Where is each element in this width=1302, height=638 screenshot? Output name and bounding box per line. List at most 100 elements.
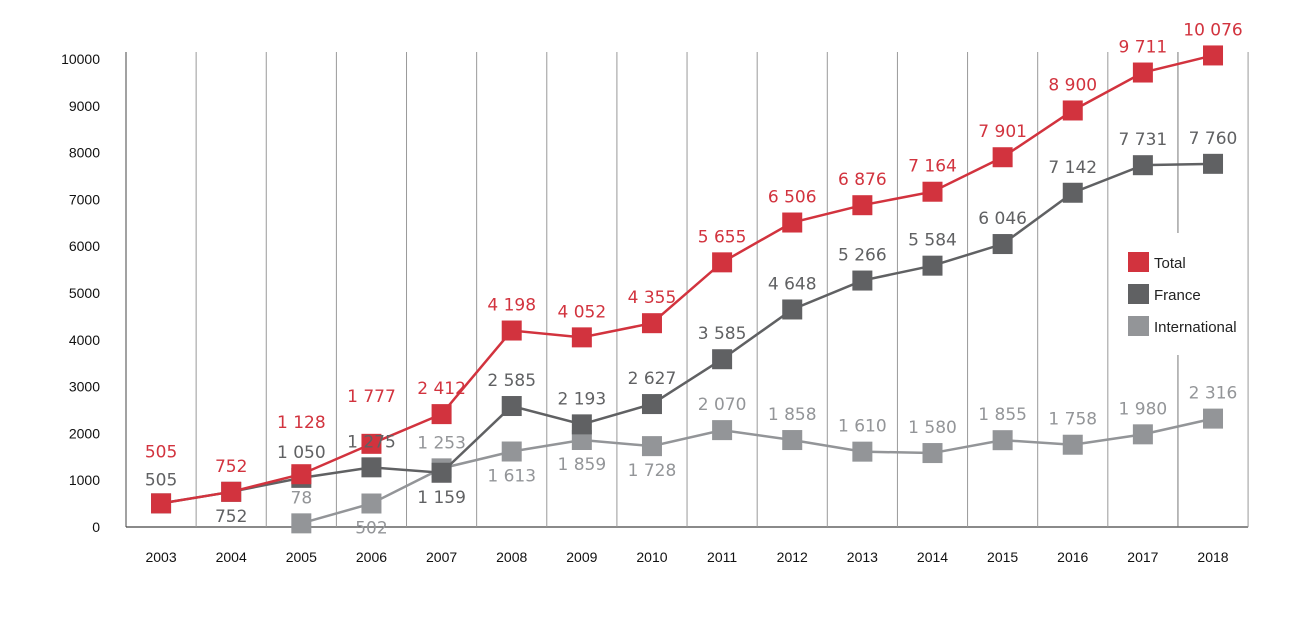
data-point-total	[431, 404, 452, 425]
y-tick-label: 1000	[69, 472, 100, 488]
data-point-international	[992, 430, 1013, 451]
data-label-france: 2 585	[487, 371, 536, 391]
y-tick-label: 2000	[69, 425, 100, 441]
data-point-france	[431, 462, 452, 483]
x-tick-label: 2011	[707, 549, 737, 565]
legend-label-france: France	[1154, 287, 1201, 304]
data-point-total	[291, 464, 312, 485]
data-point-france	[782, 299, 803, 320]
x-tick-label: 2005	[286, 549, 317, 565]
y-tick-label: 5000	[69, 285, 100, 301]
data-label-france: 7 760	[1189, 129, 1238, 149]
data-label-france: 3 585	[698, 324, 747, 344]
x-tick-label: 2009	[566, 549, 597, 565]
data-label-international: 1 980	[1119, 399, 1168, 419]
data-point-international	[922, 443, 943, 464]
data-point-total	[1062, 100, 1083, 121]
x-tick-label: 2004	[216, 549, 247, 565]
data-label-france: 6 046	[978, 209, 1027, 229]
data-label-international: 1 758	[1048, 410, 1097, 430]
data-label-international: 1 858	[768, 405, 817, 425]
y-tick-label: 4000	[69, 332, 100, 348]
x-tick-label: 2010	[636, 549, 667, 565]
data-point-total	[1203, 45, 1224, 66]
y-axis-ticks: 0 1000 2000 3000 4000 5000 6000 7000 8000 9000 100…	[61, 51, 100, 535]
data-point-international	[571, 429, 592, 450]
legend-swatch-total	[1128, 252, 1149, 272]
legend-label-international: International	[1154, 319, 1237, 336]
data-label-total: 1 128	[277, 413, 326, 433]
legend-label-total: Total	[1154, 255, 1186, 272]
data-point-total	[712, 252, 733, 273]
data-label-france: 1 275	[347, 432, 396, 452]
data-label-france: 5 266	[838, 246, 887, 266]
legend-swatch-international	[1128, 316, 1149, 336]
legend: Total France International	[1128, 252, 1237, 336]
data-point-total	[501, 320, 522, 341]
data-point-total	[151, 493, 172, 514]
data-point-international	[1203, 408, 1224, 429]
series-line-international	[300, 417, 1214, 525]
x-tick-label: 2008	[496, 549, 527, 565]
data-label-international: 1 613	[487, 467, 536, 487]
data-label-total: 10 076	[1183, 20, 1242, 40]
data-point-total	[782, 212, 803, 233]
data-point-international	[501, 441, 522, 462]
data-point-total	[922, 181, 943, 202]
x-tick-label: 2015	[987, 549, 1018, 565]
y-tick-label: 0	[92, 519, 100, 535]
data-label-total: 5 655	[698, 227, 747, 247]
data-point-total	[571, 327, 592, 348]
x-tick-label: 2017	[1127, 549, 1158, 565]
y-tick-label: 8000	[69, 145, 100, 161]
data-label-international: 78	[291, 488, 313, 508]
data-label-international: 1 728	[628, 461, 677, 481]
data-label-international: 1 859	[558, 455, 607, 475]
series-line-france	[160, 162, 1214, 505]
data-point-total	[641, 313, 662, 334]
data-point-international	[361, 493, 382, 514]
x-tick-label: 2006	[356, 549, 387, 565]
data-label-france: 1 159	[417, 488, 466, 508]
x-axis-ticks: 2003 2004 2005 2006 2007 2008 2009 2010 2011 2012…	[145, 549, 1228, 565]
data-point-total	[221, 481, 242, 502]
data-point-france	[641, 394, 662, 415]
data-label-france: 1 050	[277, 443, 326, 463]
data-label-total: 752	[215, 457, 247, 477]
data-label-total: 7 164	[908, 157, 957, 177]
data-label-france: 7 142	[1048, 158, 1097, 178]
data-point-international	[641, 436, 662, 457]
y-tick-label: 3000	[69, 379, 100, 395]
data-label-total: 9 711	[1119, 38, 1168, 58]
data-point-france	[712, 349, 733, 370]
data-label-total: 1 777	[347, 387, 396, 407]
data-label-total: 6 506	[768, 188, 817, 208]
data-point-france	[501, 396, 522, 417]
x-tick-label: 2012	[777, 549, 808, 565]
data-label-total: 2 412	[417, 379, 466, 399]
data-point-france	[922, 255, 943, 276]
x-tick-label: 2003	[145, 549, 176, 565]
data-point-international	[291, 513, 312, 534]
data-label-france: 5 584	[908, 231, 957, 251]
data-point-international	[712, 420, 733, 441]
data-point-international	[1062, 434, 1083, 455]
data-label-international: 1 253	[417, 433, 466, 453]
data-label-total: 4 355	[628, 288, 677, 308]
x-tick-label: 2014	[917, 549, 948, 565]
y-tick-label: 7000	[69, 191, 100, 207]
data-point-france	[1132, 155, 1153, 176]
data-label-international: 502	[355, 519, 387, 539]
data-label-france: 505	[145, 470, 177, 490]
data-label-international: 1 610	[838, 417, 887, 437]
y-tick-label: 6000	[69, 238, 100, 254]
legend-swatch-france	[1128, 284, 1149, 304]
data-point-france	[992, 234, 1013, 255]
data-point-total	[1132, 62, 1153, 83]
data-label-france: 752	[215, 507, 247, 527]
data-label-international: 2 316	[1189, 384, 1238, 404]
y-tick-label: 10000	[61, 51, 100, 67]
data-point-france	[361, 457, 382, 478]
data-label-france: 4 648	[768, 274, 817, 294]
